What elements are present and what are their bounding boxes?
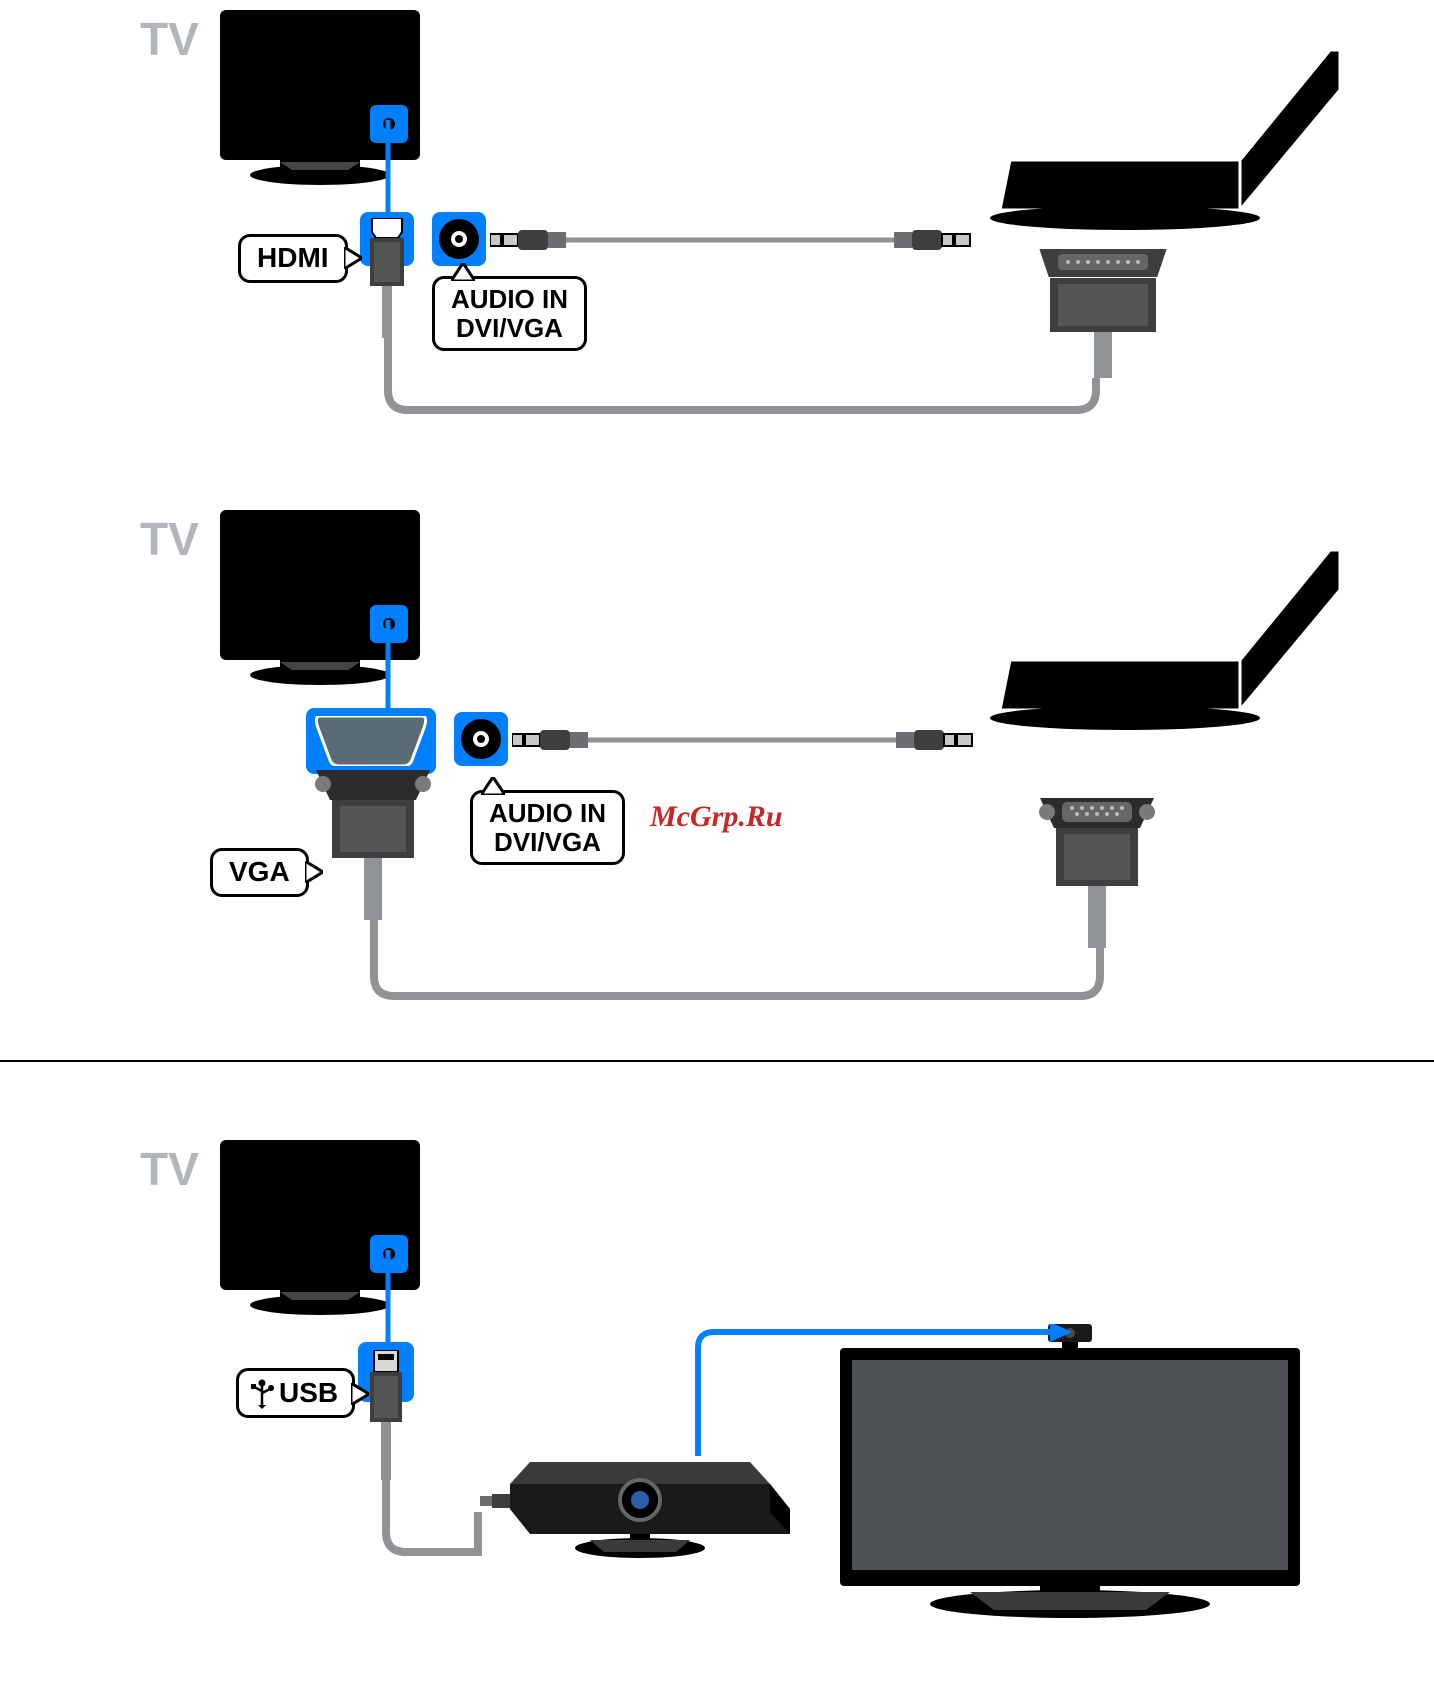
audio-cable-icon (490, 222, 980, 258)
video-cable-icon (380, 330, 1104, 420)
diagram-hdmi: TV HDMI AUDIO IN DVI/VGA (0, 0, 1434, 480)
laptop-icon (990, 520, 1350, 750)
usb-trident-icon (249, 1379, 275, 1409)
tv-label: TV (140, 512, 199, 566)
audio-in-text-1: AUDIO IN (489, 798, 606, 828)
usb-label-text: USB (279, 1377, 338, 1408)
diagram-usb: TV USB (0, 1062, 1434, 1622)
watermark: McGrp.Ru (650, 800, 783, 834)
hdmi-label-text: HDMI (257, 242, 329, 273)
vga-plug-icon (298, 770, 448, 920)
vga-label-text: VGA (229, 856, 290, 887)
audio-cable-icon (512, 722, 982, 758)
usb-cable-icon (378, 1476, 498, 1566)
audio-in-text-1: AUDIO IN (451, 284, 568, 314)
tv-to-port-line (382, 620, 394, 712)
hdmi-label: HDMI (238, 234, 348, 283)
diagram-vga: TV VGA AUDIO IN (0, 500, 1434, 1060)
tv-icon (220, 1140, 430, 1320)
tv-icon (220, 10, 430, 190)
camera-arrow-icon (690, 1324, 1080, 1464)
vga-socket-icon (314, 716, 428, 766)
video-cable-icon (366, 918, 1108, 1008)
laptop-icon (990, 20, 1350, 250)
tv-icon (220, 510, 430, 690)
audio-jack-icon (437, 217, 481, 261)
tv-to-port-line (382, 120, 394, 218)
audio-in-label: AUDIO IN DVI/VGA (470, 790, 625, 865)
audio-in-text-2: DVI/VGA (494, 827, 601, 857)
usb-label: USB (236, 1368, 355, 1418)
tv-label: TV (140, 12, 199, 66)
tv-to-port-line (382, 1250, 394, 1346)
tv-label: TV (140, 1142, 199, 1196)
usb-plug-icon (366, 1350, 406, 1480)
vga-label: VGA (210, 848, 309, 897)
hdmi-plug-icon (366, 218, 408, 338)
audio-jack-icon (459, 717, 503, 761)
usb-camera-icon (480, 1454, 800, 1564)
